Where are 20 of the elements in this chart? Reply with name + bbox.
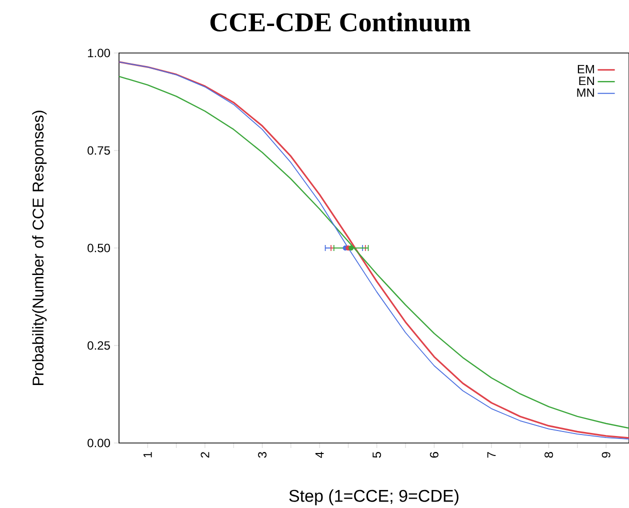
y-tick-label: 1.00 bbox=[88, 48, 110, 58]
legend-label: EN bbox=[579, 76, 594, 86]
x-tick-label: 6 bbox=[430, 452, 438, 458]
x-tick-label: 9 bbox=[602, 452, 610, 458]
y-axis-title: Probability(Number of CCE Responses) bbox=[32, 110, 47, 385]
y-tick-label: 0.75 bbox=[88, 146, 110, 155]
y-tick-label: 0.00 bbox=[88, 438, 110, 448]
legend-label: EM bbox=[578, 65, 594, 74]
x-tick-label: 3 bbox=[258, 452, 266, 458]
x-tick-label: 1 bbox=[144, 452, 152, 458]
x-tick-label: 4 bbox=[315, 452, 324, 458]
chart-title: CCE-CDE Continuum bbox=[210, 12, 470, 32]
x-tick-label: 7 bbox=[487, 452, 496, 458]
x-axis-title: Step (1=CCE; 9=CDE) bbox=[289, 489, 458, 506]
x-tick-label: 2 bbox=[200, 452, 210, 458]
legend-label: MN bbox=[577, 88, 594, 97]
y-tick-label: 0.25 bbox=[88, 341, 110, 350]
x-tick-label: 5 bbox=[372, 452, 382, 458]
y-tick-label: 0.50 bbox=[88, 244, 110, 252]
x-tick-label: 8 bbox=[544, 452, 554, 458]
